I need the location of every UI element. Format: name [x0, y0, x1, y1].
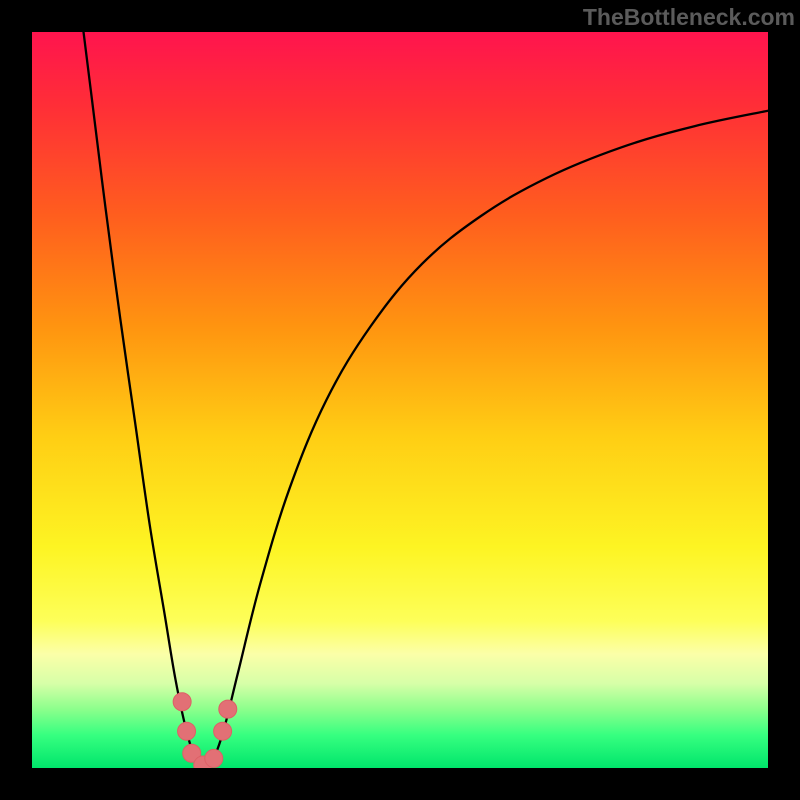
- chart-plot-area: [32, 32, 768, 768]
- watermark-text: TheBottleneck.com: [583, 4, 795, 31]
- gradient-background: [32, 32, 768, 768]
- data-marker: [178, 722, 196, 740]
- chart-svg: [32, 32, 768, 768]
- data-marker: [205, 749, 223, 767]
- data-marker: [173, 693, 191, 711]
- data-marker: [214, 722, 232, 740]
- data-marker: [219, 700, 237, 718]
